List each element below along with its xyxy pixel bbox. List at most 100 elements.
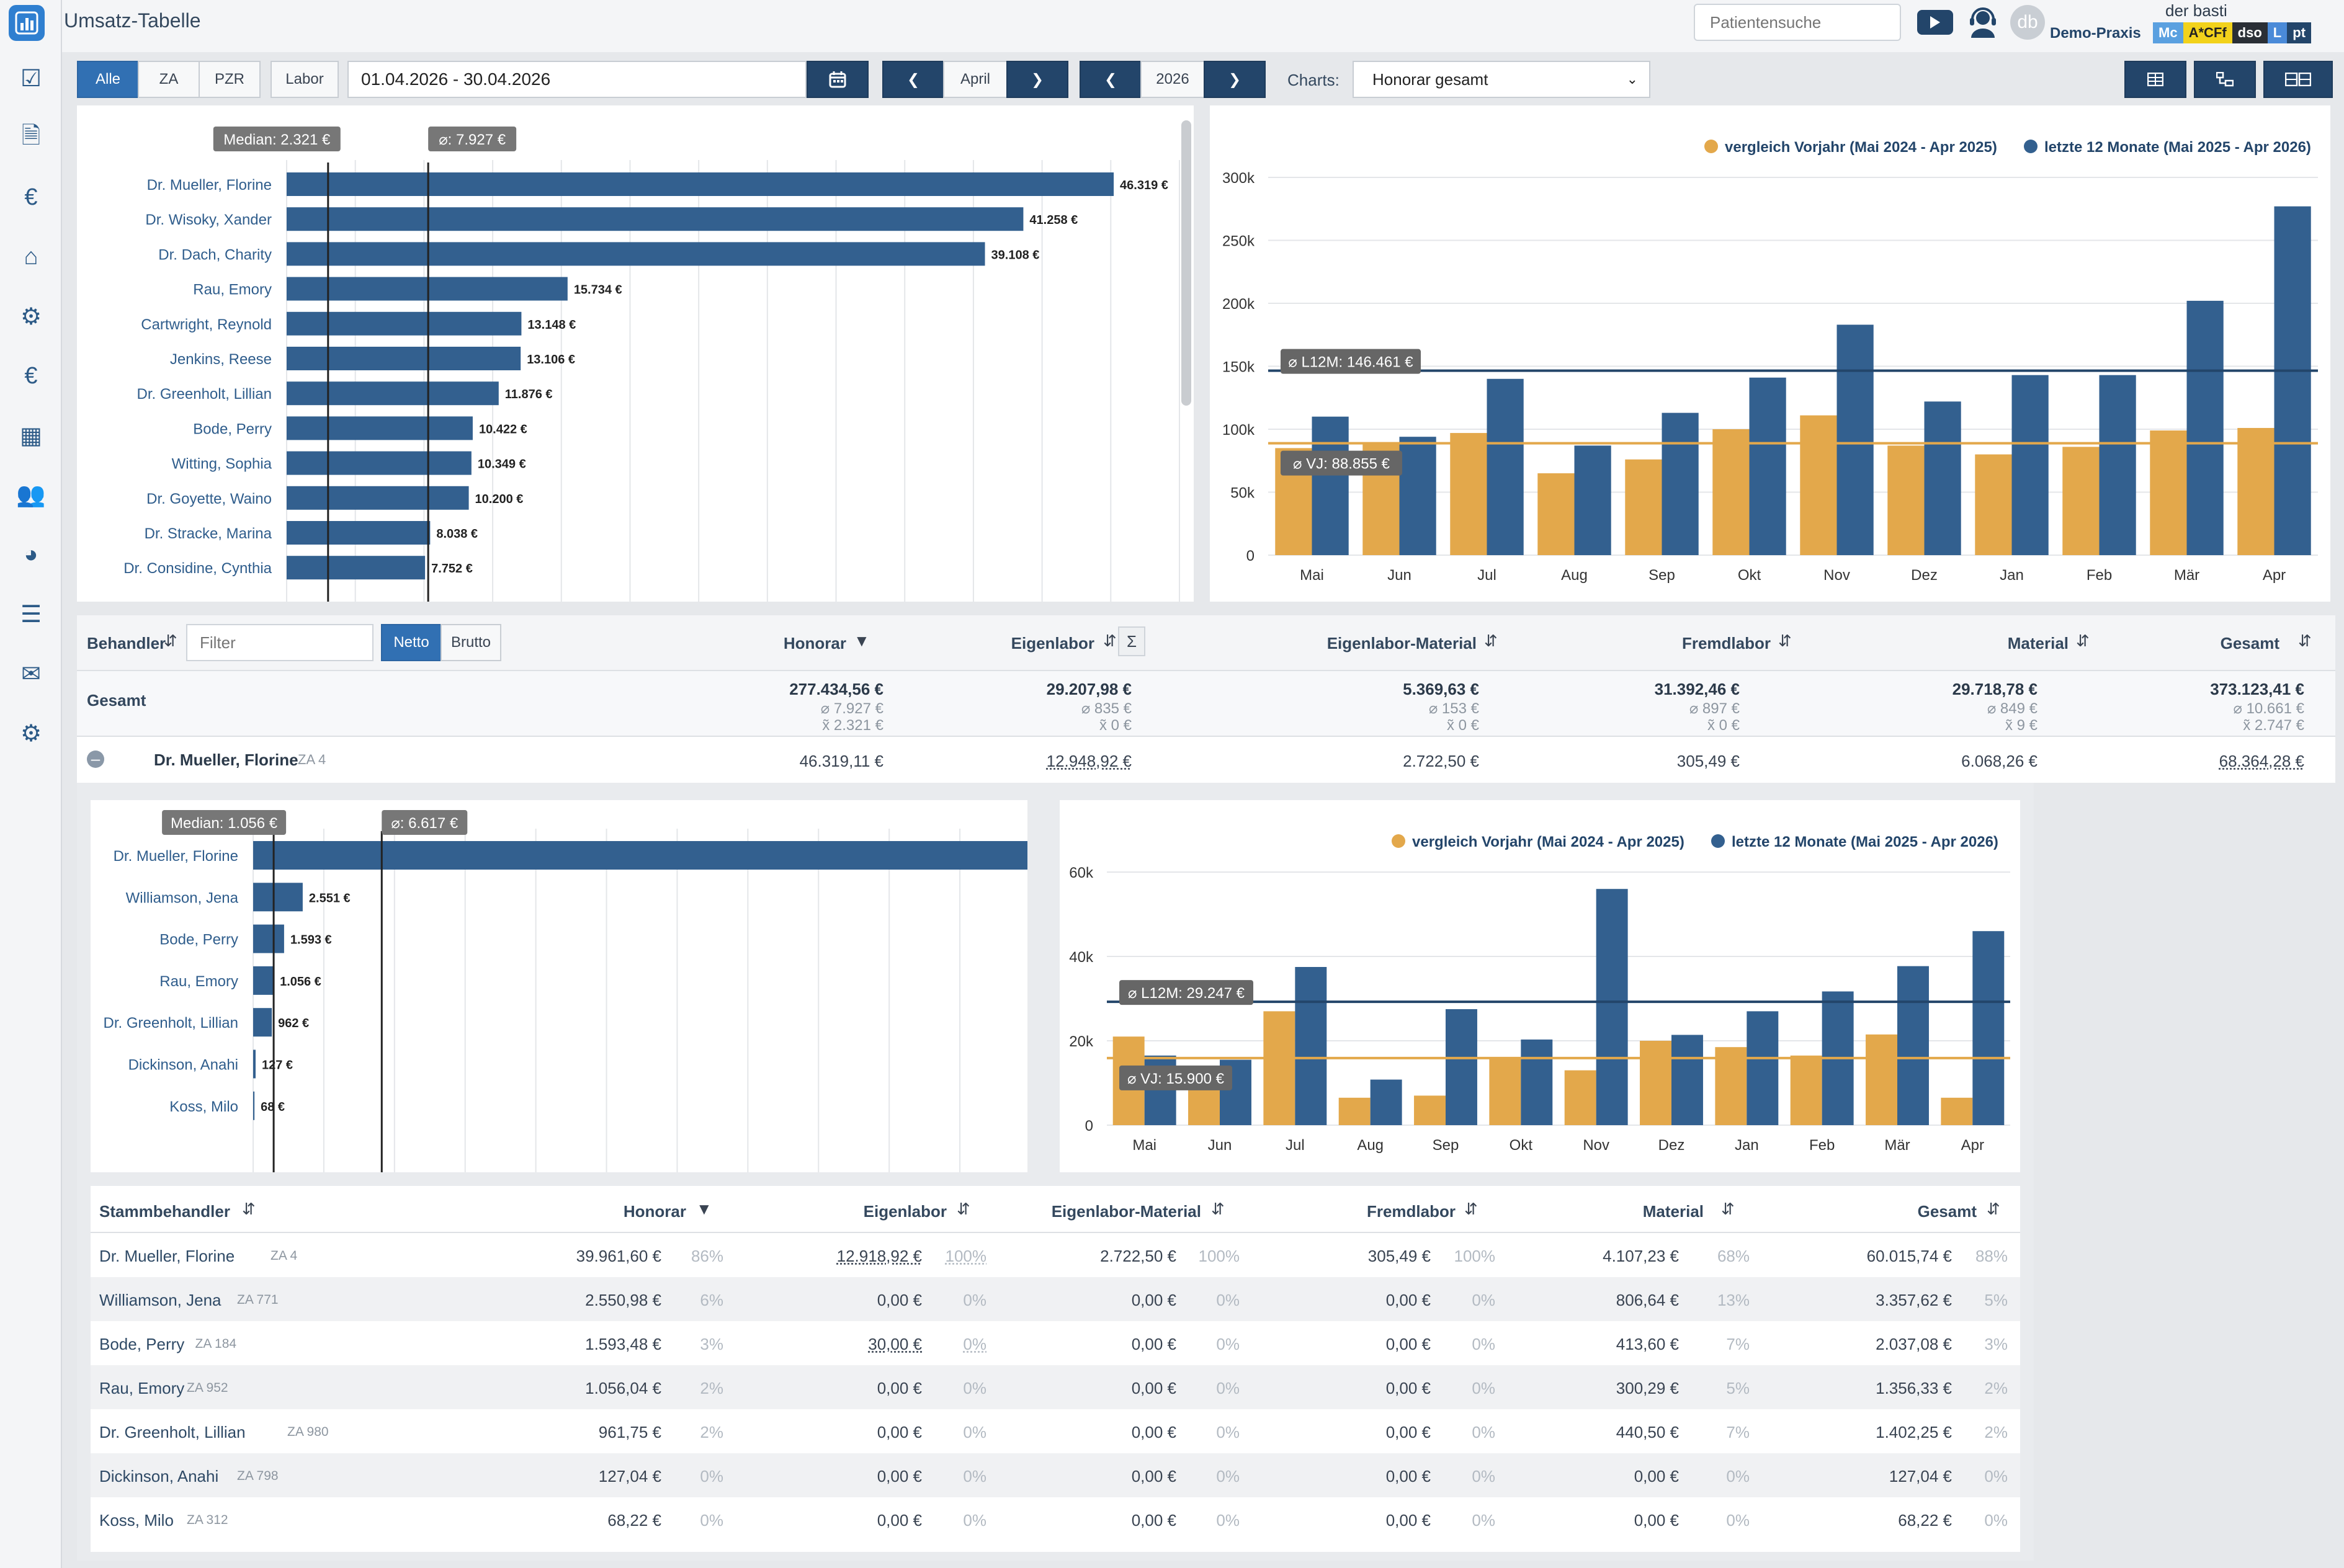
sum-icon[interactable]: Σ [1118, 626, 1145, 656]
bar-prev[interactable] [1887, 445, 1925, 555]
video-play-icon[interactable] [1917, 10, 1953, 35]
bar[interactable] [287, 521, 431, 545]
bar[interactable] [253, 841, 1030, 870]
table-row[interactable]: Williamson, Jena ZA 771 2.550,98 € 6% 0,00 €… [91, 1277, 2020, 1321]
collapse-icon[interactable]: – [87, 751, 104, 768]
col-behandler[interactable]: Behandler [87, 634, 166, 653]
user-name[interactable]: der basti [2165, 1, 2227, 20]
bar[interactable] [253, 1091, 255, 1120]
col-material[interactable]: Material [2007, 634, 2069, 653]
bar-curr[interactable] [1295, 967, 1327, 1125]
bar-prev[interactable] [1450, 433, 1487, 555]
month-prev-button[interactable]: ❮ [882, 61, 944, 98]
euro-icon[interactable]: € [24, 362, 38, 389]
col-material[interactable]: Material [1642, 1202, 1704, 1221]
bar-curr[interactable] [1487, 378, 1524, 555]
expanded-row[interactable]: – Dr. Mueller, Florine ZA 4 46.319,11 € 1… [77, 737, 2335, 783]
bar-prev[interactable] [1489, 1058, 1521, 1125]
bar-curr[interactable] [1836, 324, 1874, 555]
year-prev-button[interactable]: ❮ [1080, 61, 1142, 98]
row-value[interactable]: 12.948,92 € [1046, 752, 1132, 770]
sort-icon[interactable]: ⇵ [1987, 1200, 2000, 1218]
bar-prev[interactable] [1414, 1095, 1446, 1125]
mail-icon[interactable]: ✉ [21, 661, 41, 687]
bar-prev[interactable] [2150, 430, 2187, 555]
bar-prev[interactable] [1941, 1097, 1973, 1125]
row-name[interactable]: Koss, Milo [99, 1511, 174, 1530]
bar-curr[interactable] [1747, 1011, 1779, 1125]
check-square-icon[interactable]: ☑ [20, 65, 42, 92]
bar-curr[interactable] [1749, 377, 1786, 555]
date-range-input[interactable]: 01.04.2026 - 30.04.2026 [347, 61, 807, 98]
sort-icon[interactable]: ⇵ [1484, 631, 1498, 650]
sort-icon[interactable]: ⇵ [1721, 1200, 1735, 1218]
bar-curr[interactable] [1596, 889, 1628, 1125]
home-icon[interactable]: ⌂ [24, 243, 38, 270]
row-name[interactable]: Bode, Perry [99, 1335, 185, 1353]
bar-prev[interactable] [1715, 1047, 1747, 1125]
bar-prev[interactable] [1975, 454, 2012, 555]
filter-za-button[interactable]: ZA [138, 61, 200, 98]
netto-toggle[interactable]: Netto [381, 624, 442, 661]
legend-prev[interactable]: vergleich Vorjahr (Mai 2024 - Apr 2025) [1412, 834, 1684, 850]
sort-icon[interactable]: ⇵ [1778, 631, 1792, 650]
col-honorar[interactable]: Honorar [783, 634, 846, 653]
year-next-button[interactable]: ❯ [1204, 61, 1266, 98]
file-icon[interactable]: 🗎 [21, 122, 41, 149]
table-row[interactable]: Dr. Greenholt, Lillian ZA 980 961,75 € 2% 0,… [91, 1409, 2020, 1453]
col-fremdlabor[interactable]: Fremdlabor [1681, 634, 1771, 653]
bar[interactable] [287, 416, 473, 440]
layout-table-icon[interactable] [2124, 61, 2186, 98]
bar-prev[interactable] [1537, 473, 1575, 555]
col-honorar[interactable]: Honorar [623, 1202, 686, 1221]
bar-prev[interactable] [1625, 459, 1662, 555]
bar-prev[interactable] [2237, 427, 2275, 555]
bar[interactable] [253, 1049, 256, 1079]
sort-icon[interactable]: ⇵ [2298, 631, 2312, 650]
calendar-icon[interactable]: ▦ [20, 422, 42, 449]
col-stammbehandler[interactable]: Stammbehandler [99, 1202, 230, 1221]
row-value[interactable]: 68.364,28 € [2219, 752, 2304, 770]
sort-icon[interactable]: ⇵ [1103, 631, 1117, 650]
bar-prev[interactable] [1712, 429, 1750, 555]
bar-curr[interactable] [1370, 1079, 1402, 1125]
database-icon[interactable]: ☰ [20, 601, 42, 628]
bar-curr[interactable] [2274, 206, 2311, 555]
sort-desc-icon[interactable]: ▼ [696, 1200, 712, 1218]
bar-curr[interactable] [1897, 966, 1929, 1125]
bar[interactable] [287, 207, 1024, 231]
bar[interactable] [253, 966, 274, 995]
bar[interactable] [253, 883, 303, 912]
chart-type-select[interactable]: Honorar gesamt ⌄ [1353, 61, 1650, 98]
bar-prev[interactable] [1640, 1041, 1671, 1125]
layout-tree-icon[interactable] [2194, 61, 2256, 98]
brutto-toggle[interactable]: Brutto [441, 624, 501, 661]
bar-prev[interactable] [2062, 447, 2100, 555]
bar-curr[interactable] [2186, 300, 2224, 555]
chart-scrollbar[interactable] [1181, 120, 1191, 406]
col-eigenlabor-material[interactable]: Eigenlabor-Material [1326, 634, 1477, 653]
app-logo-icon[interactable] [9, 5, 45, 41]
sort-icon[interactable]: ⇵ [2076, 631, 2090, 650]
bar[interactable] [287, 556, 426, 580]
bar-curr[interactable] [1924, 401, 1961, 555]
bar-prev[interactable] [1338, 1097, 1371, 1125]
row-name[interactable]: Dickinson, Anahi [99, 1467, 219, 1486]
bar-curr[interactable] [1312, 416, 1349, 555]
bar[interactable] [287, 311, 522, 336]
bar[interactable] [287, 172, 1114, 196]
sort-icon[interactable]: ⇵ [164, 631, 177, 650]
filter-alle-button[interactable]: Alle [77, 61, 139, 98]
col-eigenlabor[interactable]: Eigenlabor [863, 1202, 947, 1221]
bar[interactable] [287, 486, 469, 510]
col-eigenlabor-material[interactable]: Eigenlabor-Material [1051, 1202, 1201, 1221]
bar-curr[interactable] [1574, 445, 1611, 555]
chart-settings-icon[interactable]: ⚙ [20, 303, 42, 330]
euro-icon[interactable]: € [24, 184, 38, 210]
bar-prev[interactable] [1790, 1055, 1822, 1125]
bar[interactable] [287, 451, 472, 475]
row-name[interactable]: Williamson, Jena [99, 1291, 221, 1309]
calendar-icon[interactable] [807, 61, 869, 98]
sort-icon[interactable]: ⇵ [957, 1200, 970, 1218]
table-row[interactable]: Bode, Perry ZA 184 1.593,48 € 3% 30,00 € 0% 0,… [91, 1321, 2020, 1365]
